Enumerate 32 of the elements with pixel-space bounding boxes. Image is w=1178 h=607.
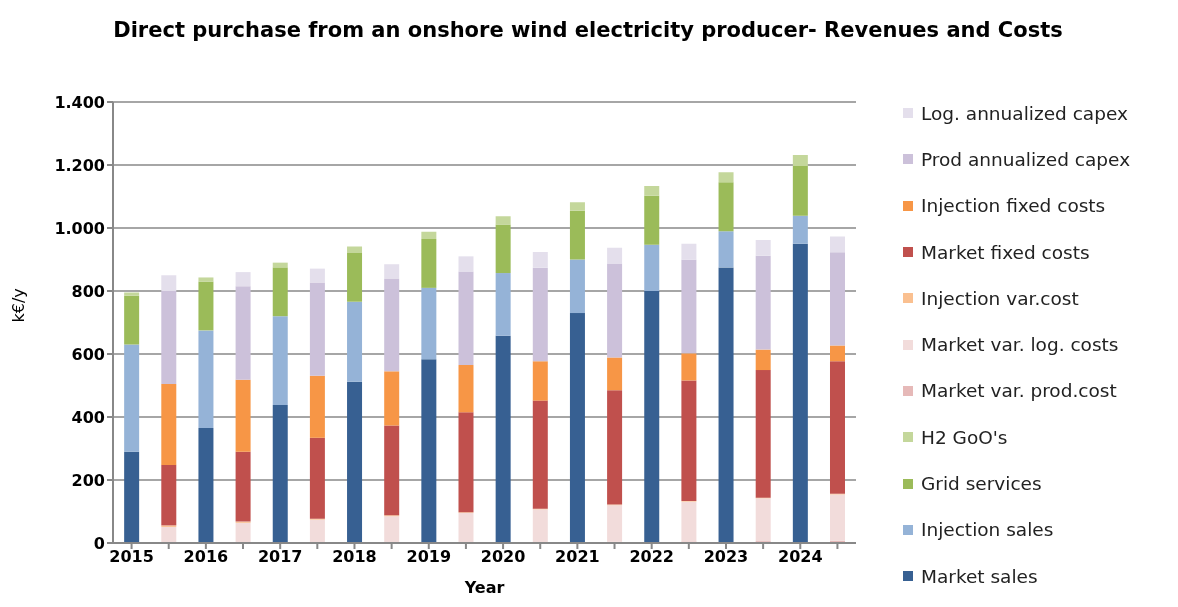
y-tick-label: 600 bbox=[71, 344, 105, 364]
legend-label: Log. annualized capex bbox=[921, 102, 1128, 124]
legend-label: H2 GoO's bbox=[921, 426, 1008, 448]
x-tick-label: 2020 bbox=[480, 547, 526, 567]
x-tick-label: 2015 bbox=[109, 547, 154, 567]
x-tick-label: 2023 bbox=[703, 547, 749, 567]
x-tick-label: 2017 bbox=[257, 547, 303, 567]
legend-label: Market var. prod.cost bbox=[921, 380, 1117, 402]
y-tick-label: 0 bbox=[93, 533, 105, 553]
legend-label: Market fixed costs bbox=[921, 241, 1090, 263]
legend-label: Injection fixed costs bbox=[921, 195, 1106, 217]
x-axis-title: Year bbox=[463, 578, 505, 597]
legend-label: Grid services bbox=[921, 473, 1042, 495]
x-tick-label: 2019 bbox=[406, 547, 452, 567]
x-tick-label: 2018 bbox=[332, 547, 377, 567]
y-tick-label: 1.200 bbox=[54, 155, 105, 175]
y-tick-label: 800 bbox=[71, 281, 105, 301]
legend-label: Market sales bbox=[921, 565, 1038, 587]
legend-label: Injection var.cost bbox=[921, 287, 1079, 309]
chart-title: Direct purchase from an onshore wind electricity producer- Revenues and Costs bbox=[112, 17, 1064, 44]
y-tick-label: 200 bbox=[71, 470, 105, 490]
x-tick-label: 2024 bbox=[778, 547, 823, 567]
y-tick-label: 1.000 bbox=[54, 218, 105, 238]
y-tick-label: 400 bbox=[71, 407, 105, 427]
legend-label: Injection sales bbox=[921, 519, 1054, 541]
x-tick-label: 2021 bbox=[555, 547, 600, 567]
legend-label: Prod annualized capex bbox=[921, 148, 1131, 170]
x-tick-label: 2016 bbox=[183, 547, 229, 567]
y-tick-label: 1.400 bbox=[54, 92, 105, 112]
legend-label: Market var. log. costs bbox=[921, 334, 1119, 356]
y-axis-title: k€/y bbox=[8, 288, 28, 323]
x-tick-label: 2022 bbox=[629, 547, 674, 567]
